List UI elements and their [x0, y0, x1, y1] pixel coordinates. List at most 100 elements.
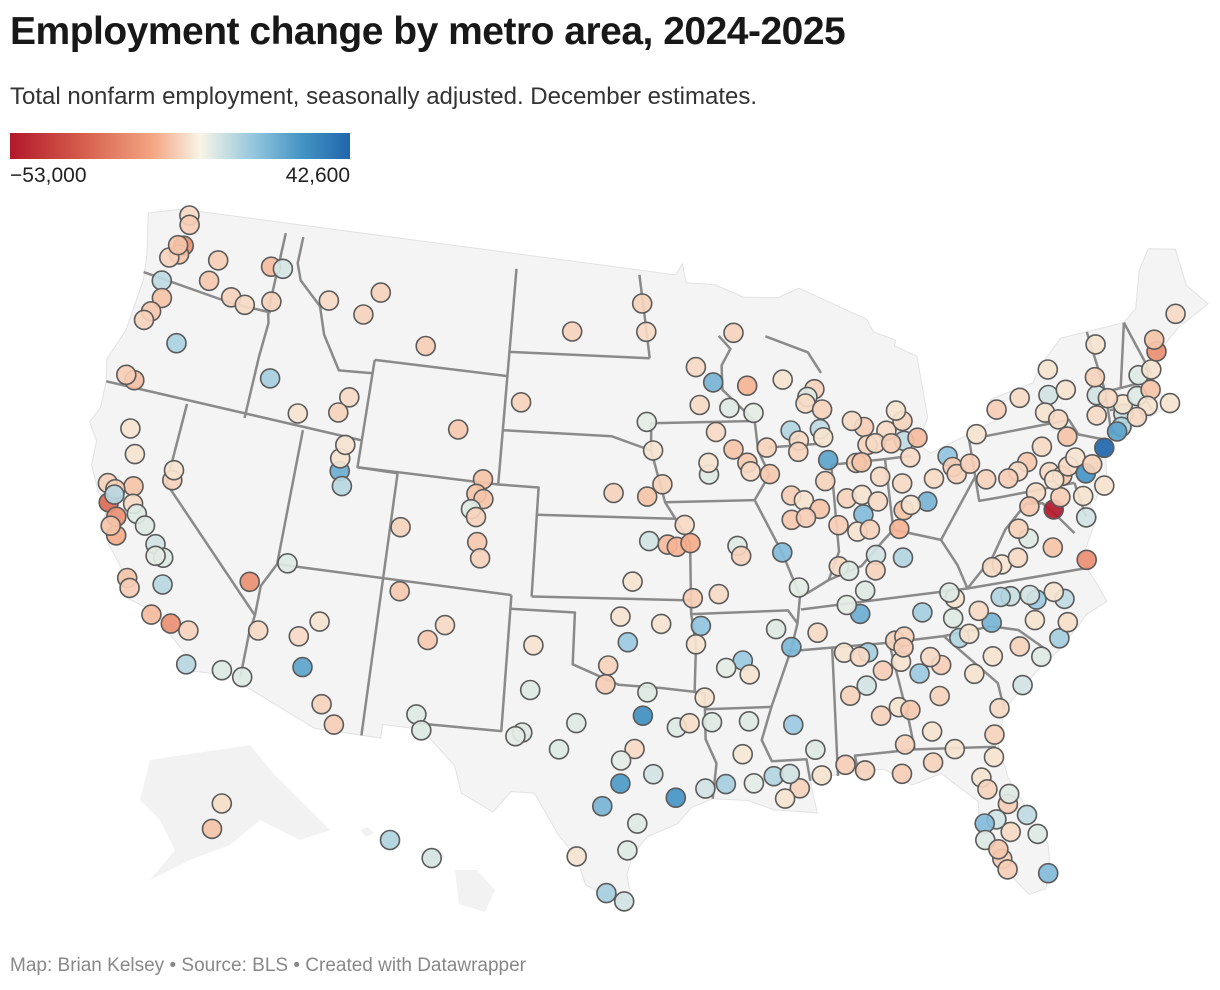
metro-dot[interactable] — [743, 402, 764, 424]
metro-dot[interactable] — [1075, 507, 1097, 528]
metro-dot[interactable] — [1141, 359, 1162, 380]
metro-dot[interactable] — [732, 743, 754, 765]
metro-dot[interactable] — [1076, 549, 1097, 571]
metro-dot[interactable] — [907, 427, 928, 449]
metro-dot[interactable] — [1049, 627, 1070, 649]
metro-dot[interactable] — [510, 391, 532, 413]
metro-dot[interactable] — [179, 214, 200, 236]
metro-dot[interactable] — [198, 270, 220, 292]
metro-dot[interactable] — [642, 440, 664, 461]
metro-dot[interactable] — [867, 491, 889, 512]
metro-dot[interactable] — [610, 773, 631, 794]
metro-dot[interactable] — [201, 818, 223, 840]
metro-dot[interactable] — [561, 321, 583, 342]
metro-dot[interactable] — [272, 258, 294, 280]
metro-dot[interactable] — [334, 434, 356, 456]
metro-dot[interactable] — [909, 663, 930, 684]
metro-dot[interactable] — [389, 580, 411, 602]
metro-dot[interactable] — [997, 468, 1019, 489]
metro-dot[interactable] — [723, 322, 744, 344]
metro-dot[interactable] — [885, 400, 907, 421]
metro-dot[interactable] — [981, 612, 1003, 633]
metro-dot[interactable] — [353, 304, 374, 325]
metro-dot[interactable] — [1055, 379, 1077, 401]
metro-dot[interactable] — [152, 574, 173, 595]
metro-dot[interactable] — [277, 552, 298, 574]
metro-dot[interactable] — [698, 452, 719, 474]
metro-dot[interactable] — [782, 714, 804, 736]
metro-dot[interactable] — [597, 655, 619, 676]
metro-dot[interactable] — [595, 673, 616, 695]
metro-dot[interactable] — [1016, 804, 1038, 826]
metro-dot[interactable] — [370, 282, 392, 303]
metro-dot[interactable] — [141, 604, 162, 625]
metro-dot[interactable] — [772, 369, 794, 390]
metro-dot[interactable] — [982, 645, 1004, 667]
metro-dot[interactable] — [650, 613, 672, 635]
metro-dot[interactable] — [239, 571, 260, 593]
metro-dot[interactable] — [679, 712, 700, 734]
metro-dot[interactable] — [1042, 537, 1064, 558]
metro-dot[interactable] — [565, 712, 587, 734]
metro-dot[interactable] — [891, 473, 913, 494]
metro-dot[interactable] — [417, 629, 439, 651]
metro-dot[interactable] — [743, 772, 765, 794]
metro-dot[interactable] — [637, 681, 658, 703]
metro-dot[interactable] — [869, 466, 891, 488]
metro-dot[interactable] — [865, 560, 886, 581]
metro-dot[interactable] — [1037, 862, 1059, 884]
metro-dot[interactable] — [765, 618, 787, 640]
metro-dot[interactable] — [919, 646, 941, 668]
metro-dot[interactable] — [854, 580, 876, 602]
metro-dot[interactable] — [133, 309, 155, 331]
metro-dot[interactable] — [1094, 475, 1115, 496]
metro-dot[interactable] — [1057, 426, 1078, 447]
metro-dot[interactable] — [465, 506, 487, 528]
metro-dot[interactable] — [519, 679, 541, 701]
metro-dot[interactable] — [151, 287, 173, 309]
metro-dot[interactable] — [1008, 518, 1029, 540]
metro-dot[interactable] — [175, 653, 197, 675]
metro-dot[interactable] — [415, 335, 437, 357]
metro-dot[interactable] — [680, 532, 701, 554]
metro-dot[interactable] — [1024, 609, 1046, 631]
metro-dot[interactable] — [1027, 823, 1048, 845]
metro-dot[interactable] — [123, 475, 144, 497]
metro-dot[interactable] — [787, 441, 809, 463]
metro-dot[interactable] — [548, 738, 570, 760]
metro-dot[interactable] — [390, 516, 411, 538]
metro-dot[interactable] — [410, 719, 432, 741]
metro-dot[interactable] — [610, 606, 631, 627]
metro-dot[interactable] — [891, 763, 913, 785]
metro-dot[interactable] — [986, 399, 1007, 420]
metro-dot[interactable] — [100, 515, 121, 537]
metro-dot[interactable] — [690, 615, 712, 637]
metro-dot[interactable] — [231, 666, 253, 688]
metro-dot[interactable] — [715, 773, 737, 795]
metro-dot[interactable] — [736, 375, 758, 397]
metro-dot[interactable] — [1031, 646, 1052, 668]
metro-dot[interactable] — [318, 290, 340, 311]
metro-dot[interactable] — [1012, 674, 1033, 696]
metro-dot[interactable] — [1072, 485, 1094, 507]
metro-dot[interactable] — [812, 426, 834, 448]
metro-dot[interactable] — [566, 846, 588, 867]
metro-dot[interactable] — [1043, 581, 1065, 603]
metro-dot[interactable] — [719, 397, 740, 419]
metro-dot[interactable] — [854, 760, 876, 781]
metro-dot[interactable] — [839, 685, 861, 707]
metro-dot[interactable] — [779, 763, 801, 785]
metro-dot[interactable] — [119, 577, 140, 599]
metro-dot[interactable] — [841, 410, 863, 432]
metro-dot[interactable] — [702, 372, 724, 393]
metro-dot[interactable] — [636, 411, 658, 433]
metro-dot[interactable] — [596, 882, 617, 904]
metro-dot[interactable] — [1048, 408, 1069, 430]
metro-dot[interactable] — [856, 675, 878, 696]
metro-dot[interactable] — [715, 657, 737, 679]
metro-dot[interactable] — [851, 451, 872, 473]
metro-dot[interactable] — [1019, 496, 1040, 517]
metro-dot[interactable] — [309, 611, 330, 632]
metro-dot[interactable] — [1084, 366, 1106, 388]
metro-dot[interactable] — [756, 437, 778, 458]
